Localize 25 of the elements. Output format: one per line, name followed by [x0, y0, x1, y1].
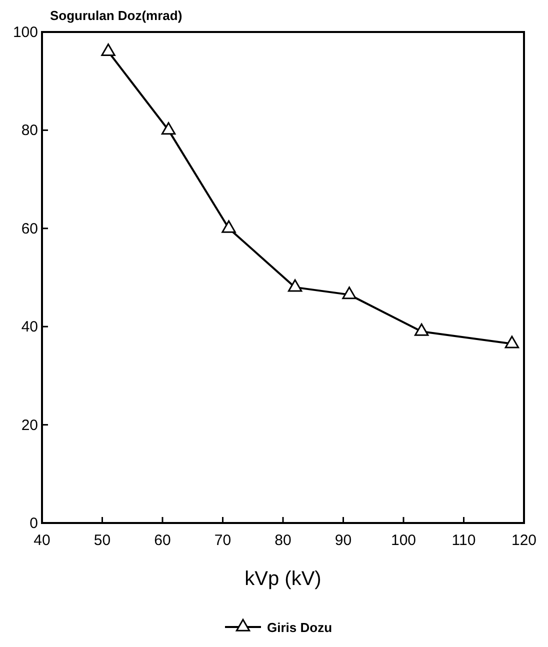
point — [161, 122, 176, 135]
point — [222, 220, 236, 233]
x-tick-label: 40 — [34, 532, 50, 549]
y-tick-label: 20 — [21, 416, 38, 434]
point — [342, 286, 356, 300]
y-axis-title: Sogurulan Doz(mrad) — [50, 8, 182, 23]
x-axis-title: kVp (kV) — [244, 568, 322, 590]
point — [414, 323, 429, 336]
x-tick-label: 50 — [94, 532, 111, 549]
x-tick-label: 100 — [390, 532, 416, 549]
legend-label: Giris Dozu — [267, 620, 332, 635]
point — [288, 279, 302, 292]
x-tick-label: 120 — [511, 532, 537, 549]
y-tick-label: 40 — [21, 318, 38, 336]
point — [504, 336, 520, 348]
x-tick-label: 60 — [154, 532, 171, 549]
x-tick-label: 80 — [274, 532, 292, 549]
y-tick-label: 100 — [12, 24, 38, 41]
y-tick-label: 80 — [21, 122, 38, 140]
point — [101, 44, 116, 56]
x-tick-label: 110 — [452, 532, 476, 549]
x-tick-label: 70 — [214, 532, 232, 549]
x-tick-label: 90 — [334, 532, 352, 549]
y-tick-label: 0 — [30, 515, 38, 532]
y-tick-label: 60 — [21, 220, 38, 238]
